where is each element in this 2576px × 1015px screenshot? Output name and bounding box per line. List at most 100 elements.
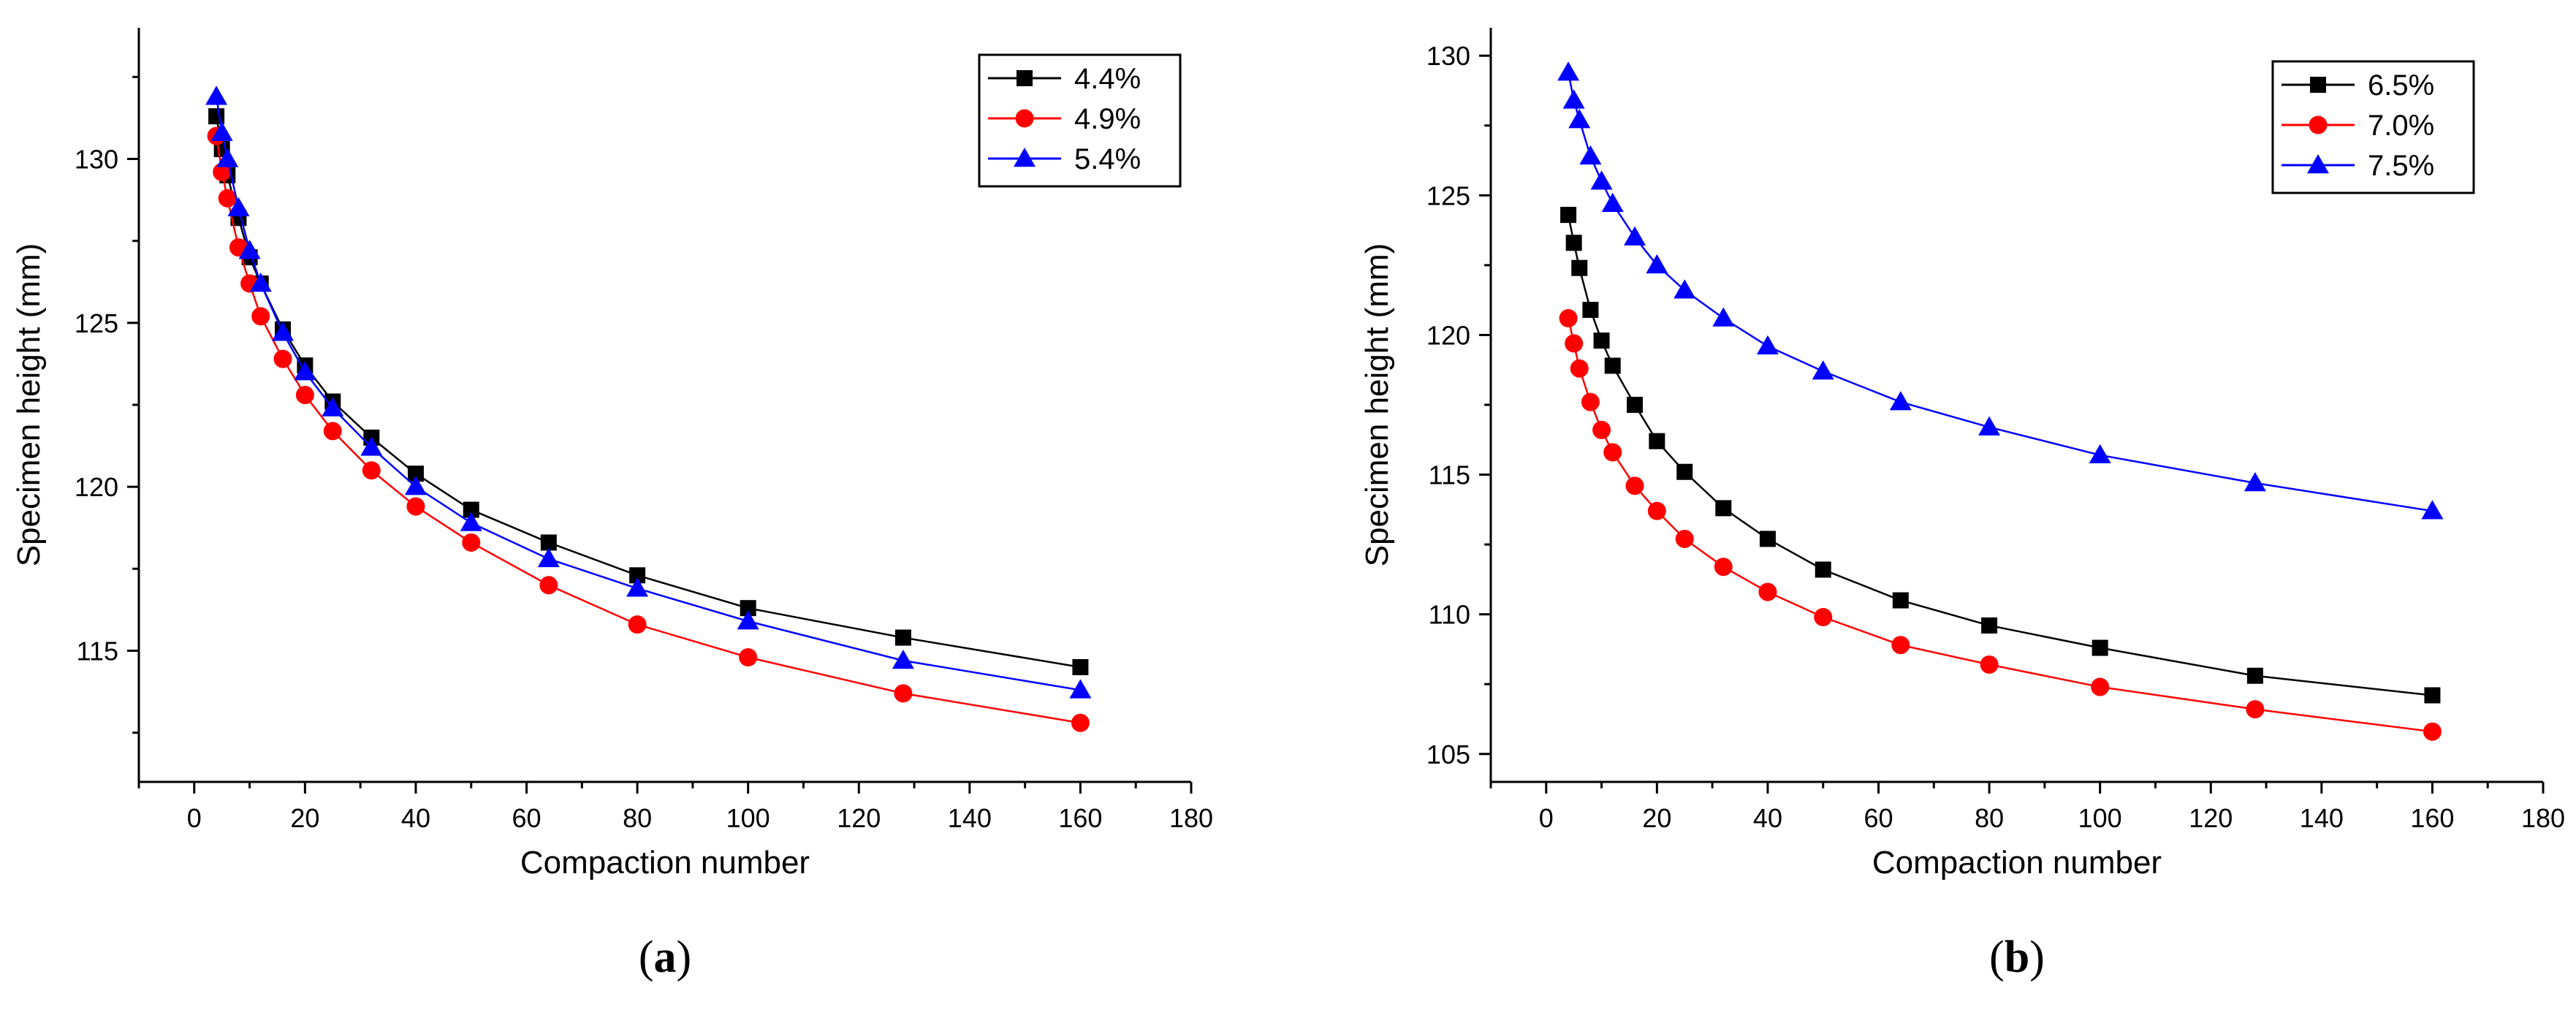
x-tick-label: 60 <box>512 803 542 833</box>
data-point <box>2091 639 2108 656</box>
chart-panel-a: 0 20 40 60 80 100 120 140 160 180 115 120 125 130 Comp… <box>11 28 1213 982</box>
data-point <box>272 322 295 341</box>
data-point <box>1604 357 1621 374</box>
data-point <box>1980 655 1999 674</box>
data-point <box>249 272 272 292</box>
data-point <box>1625 476 1644 495</box>
x-tick-label: 140 <box>2300 803 2344 833</box>
data-point <box>251 307 270 326</box>
legend-marker <box>2307 154 2329 174</box>
data-point <box>1568 109 1591 129</box>
data-point <box>1649 433 1665 449</box>
y-tick-label: 115 <box>77 636 118 666</box>
data-point <box>1571 259 1588 276</box>
legend-label: 6.5% <box>2368 69 2434 102</box>
legend-marker <box>1017 70 1033 86</box>
x-tick-label: 40 <box>401 803 430 833</box>
data-point <box>739 647 758 666</box>
data-point <box>463 501 479 518</box>
data-point <box>1072 658 1089 675</box>
data-point <box>2089 444 2111 464</box>
data-point <box>1812 360 1834 380</box>
data-point <box>1756 335 1779 354</box>
data-point <box>1814 607 1833 626</box>
data-point <box>406 497 425 516</box>
y-tick-label: 130 <box>75 144 118 174</box>
data-point <box>1673 279 1696 299</box>
data-point <box>2423 722 2442 741</box>
data-point <box>1759 531 1776 547</box>
x-tick-label: 60 <box>1864 803 1893 833</box>
x-tick-label: 140 <box>948 803 992 833</box>
data-point <box>629 567 646 584</box>
data-point <box>1603 443 1622 462</box>
data-point <box>1071 713 1090 732</box>
data-point <box>295 386 314 405</box>
data-point <box>1889 391 1912 411</box>
x-tick-label: 100 <box>726 803 770 833</box>
legend: 4.4% 4.9% 5.4% <box>978 53 1182 188</box>
x-axis-title: Compaction number <box>1872 845 2162 881</box>
data-point <box>1592 420 1611 439</box>
data-point <box>218 189 237 208</box>
data-point <box>1560 207 1577 224</box>
data-point <box>205 85 228 105</box>
data-point <box>1570 359 1589 378</box>
series-line-4.9% <box>215 135 1081 724</box>
y-tick-label: 120 <box>75 472 118 502</box>
legend-label: 7.0% <box>2368 110 2434 142</box>
data-point <box>1582 302 1599 319</box>
series-line-4.4% <box>215 115 1081 669</box>
legend-label: 5.4% <box>1074 143 1141 175</box>
data-point <box>323 422 342 441</box>
data-point <box>740 600 756 617</box>
data-point <box>1581 392 1600 411</box>
data-point <box>1815 561 1831 578</box>
legend-marker <box>1014 148 1036 167</box>
data-point <box>1069 679 1092 699</box>
data-point <box>2246 667 2263 684</box>
data-point <box>213 162 232 181</box>
x-tick-label: 20 <box>1642 803 1671 833</box>
data-point <box>2243 472 2266 492</box>
data-point <box>1891 636 1910 655</box>
data-point <box>238 240 261 259</box>
data-point <box>2246 700 2265 719</box>
data-point <box>1712 307 1735 327</box>
data-point <box>462 533 481 552</box>
chart-panel-b: 0 20 40 60 80 100 120 140 160 180 105 110 115 120 125 1… <box>1359 28 2565 982</box>
data-point <box>216 148 239 167</box>
x-tick-label: 40 <box>1753 803 1782 833</box>
data-point <box>1593 332 1610 349</box>
y-tick-label: 125 <box>1426 180 1470 210</box>
data-point <box>892 649 914 669</box>
data-point <box>1624 226 1646 246</box>
data-point <box>628 615 647 634</box>
data-point <box>360 436 383 456</box>
data-point <box>227 197 250 217</box>
x-tick-label: 100 <box>2078 803 2122 833</box>
panel-label: (a) <box>639 932 691 982</box>
data-point <box>322 397 344 417</box>
x-tick-label: 180 <box>1169 803 1213 833</box>
x-tick-label: 80 <box>623 803 652 833</box>
data-point <box>539 576 558 595</box>
data-point <box>1565 334 1584 353</box>
data-point <box>1559 309 1578 328</box>
legend-label: 4.4% <box>1074 63 1141 95</box>
data-point <box>404 476 427 495</box>
data-point <box>1676 463 1693 480</box>
series-line-5.4% <box>215 96 1081 691</box>
data-point <box>1590 170 1613 190</box>
x-tick-label: 0 <box>1539 803 1554 833</box>
legend-label: 4.9% <box>1074 103 1141 135</box>
data-point <box>1715 500 1732 517</box>
data-point <box>294 361 316 381</box>
x-tick-label: 160 <box>2410 803 2454 833</box>
data-point <box>2424 687 2441 704</box>
y-tick-label: 105 <box>1426 740 1470 769</box>
legend-box <box>2271 60 2475 194</box>
data-point <box>537 547 560 568</box>
x-tick-label: 120 <box>837 803 881 833</box>
data-point <box>1565 235 1582 251</box>
